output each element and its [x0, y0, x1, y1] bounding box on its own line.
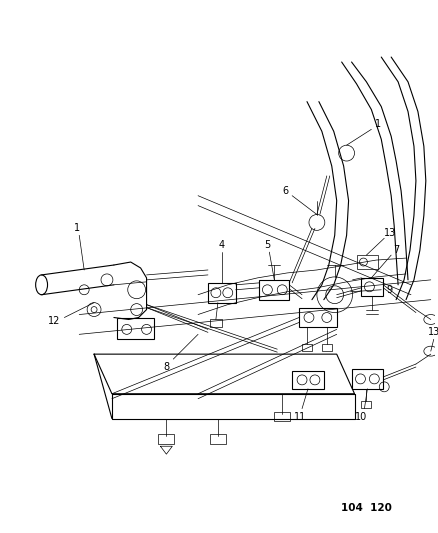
Text: 4: 4: [218, 240, 224, 250]
Text: 9: 9: [385, 285, 392, 295]
Bar: [117, 318, 154, 340]
Text: 104  120: 104 120: [340, 503, 391, 513]
Text: 13: 13: [427, 327, 438, 337]
Bar: [301, 344, 311, 351]
Bar: [360, 401, 371, 408]
Text: 1: 1: [374, 119, 381, 130]
Bar: [321, 344, 331, 351]
Text: 7: 7: [392, 245, 398, 255]
Bar: [291, 371, 323, 389]
Text: 5: 5: [264, 240, 270, 250]
Bar: [209, 319, 221, 327]
Text: 6: 6: [282, 185, 288, 196]
Text: 13: 13: [383, 228, 396, 238]
Text: 1: 1: [74, 223, 80, 233]
Bar: [259, 280, 289, 300]
Bar: [351, 369, 382, 389]
Text: 12: 12: [48, 317, 60, 326]
Bar: [274, 411, 290, 422]
Text: 11: 11: [293, 411, 305, 422]
Bar: [209, 434, 225, 445]
Bar: [158, 434, 174, 445]
Text: 8: 8: [163, 362, 169, 372]
Bar: [356, 255, 378, 269]
Text: 10: 10: [354, 411, 367, 422]
Bar: [360, 278, 382, 296]
Bar: [208, 283, 235, 303]
Bar: [298, 308, 336, 327]
